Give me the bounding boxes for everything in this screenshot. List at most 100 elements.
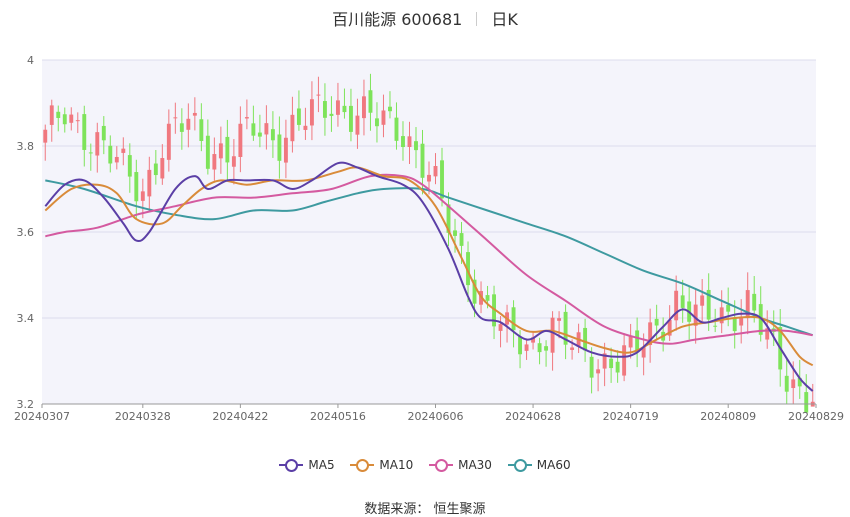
candle — [212, 137, 217, 181]
candle-body — [654, 318, 659, 326]
candle-body — [719, 307, 724, 324]
candle-body — [348, 105, 353, 132]
axes: 3.2 3.4 3.6 3.8 4 20240307 20240328 20240422 202… — [14, 54, 844, 423]
candle-body — [121, 148, 126, 153]
candle-body — [804, 392, 809, 413]
x-tick-label: 20240719 — [603, 410, 659, 423]
legend-item-ma30[interactable]: MA30 — [429, 458, 492, 472]
candle — [88, 143, 93, 171]
candle — [179, 108, 184, 150]
candle — [283, 119, 288, 179]
candle-body — [401, 136, 405, 148]
candle — [440, 147, 444, 207]
candle — [563, 304, 568, 360]
candle-body — [563, 311, 568, 345]
x-tick-label: 20240628 — [505, 410, 561, 423]
candle-body — [199, 119, 204, 142]
candle — [394, 102, 399, 150]
candle — [674, 275, 679, 331]
legend-label-ma30: MA30 — [458, 458, 492, 472]
candle — [69, 107, 74, 131]
candle-body — [609, 358, 614, 369]
candle-body — [472, 279, 477, 304]
candle — [680, 279, 685, 323]
legend-swatch-ma5 — [279, 458, 304, 472]
candle — [615, 350, 620, 383]
candle-body — [173, 117, 178, 119]
candle — [316, 76, 321, 113]
candle — [362, 79, 366, 136]
candle — [225, 119, 230, 181]
candle — [388, 91, 392, 119]
candle — [231, 139, 236, 185]
candle — [804, 374, 809, 413]
candle-body — [257, 132, 262, 137]
candle-body — [362, 96, 366, 119]
candle — [303, 107, 308, 140]
candle-body — [212, 154, 217, 170]
kline-chart[interactable]: 3.2 3.4 3.6 3.8 4 20240307 20240328 20240422 202… — [0, 0, 850, 440]
candle — [544, 340, 549, 367]
candle — [784, 357, 789, 404]
candle-body — [368, 90, 373, 113]
candle-body — [745, 290, 750, 319]
candle-body — [192, 112, 197, 116]
candle-body — [342, 105, 347, 113]
candle — [700, 279, 705, 322]
candle-body — [160, 158, 165, 179]
moving-averages — [44, 161, 814, 392]
candle-body — [134, 172, 139, 202]
candle-body — [277, 134, 282, 161]
candle-body — [316, 94, 321, 96]
legend-item-ma10[interactable]: MA10 — [350, 458, 413, 472]
candle — [277, 116, 282, 179]
candle — [648, 308, 653, 363]
candle-body — [453, 230, 457, 236]
candle-body — [641, 346, 646, 358]
candle-body — [433, 166, 438, 177]
candle-body — [791, 379, 796, 389]
candle-body — [264, 123, 269, 135]
candle-body — [446, 204, 451, 233]
ma60-line — [45, 179, 814, 337]
period-label[interactable]: 日K — [491, 10, 518, 29]
candle-body — [758, 304, 763, 335]
legend-item-ma5[interactable]: MA5 — [279, 458, 335, 472]
candle-body — [459, 233, 464, 246]
legend-swatch-ma60 — [507, 458, 532, 472]
candle-body — [466, 252, 470, 286]
candle-body — [557, 318, 562, 321]
legend-label-ma10: MA10 — [379, 458, 414, 472]
grid-layer — [42, 59, 816, 405]
x-tick-label: 20240328 — [115, 410, 171, 423]
legend-item-ma60[interactable]: MA60 — [507, 458, 571, 472]
candle — [322, 83, 327, 136]
candle — [121, 137, 126, 166]
candle — [557, 311, 562, 339]
candle-body — [166, 123, 171, 160]
candle — [329, 96, 334, 132]
candle-body — [628, 336, 633, 348]
candle — [244, 99, 249, 130]
candle-body — [153, 163, 158, 176]
candle — [375, 102, 379, 143]
candle — [199, 103, 204, 152]
candle — [609, 347, 614, 383]
candle-body — [355, 115, 360, 135]
candle-body — [693, 304, 698, 326]
candle-body — [101, 125, 106, 141]
candle — [414, 127, 418, 169]
candle — [43, 124, 48, 161]
chart-title: 百川能源 600681 日K — [0, 6, 850, 30]
ma5-line — [44, 161, 814, 392]
candle-body — [615, 361, 620, 373]
candle-body — [414, 141, 418, 151]
candle-body — [69, 114, 74, 123]
candle — [270, 111, 275, 158]
candle-body — [186, 118, 191, 130]
candle-body — [667, 320, 672, 336]
candle — [95, 122, 100, 173]
candle — [82, 105, 87, 167]
candle-body — [225, 136, 230, 163]
candle-body — [427, 174, 431, 182]
